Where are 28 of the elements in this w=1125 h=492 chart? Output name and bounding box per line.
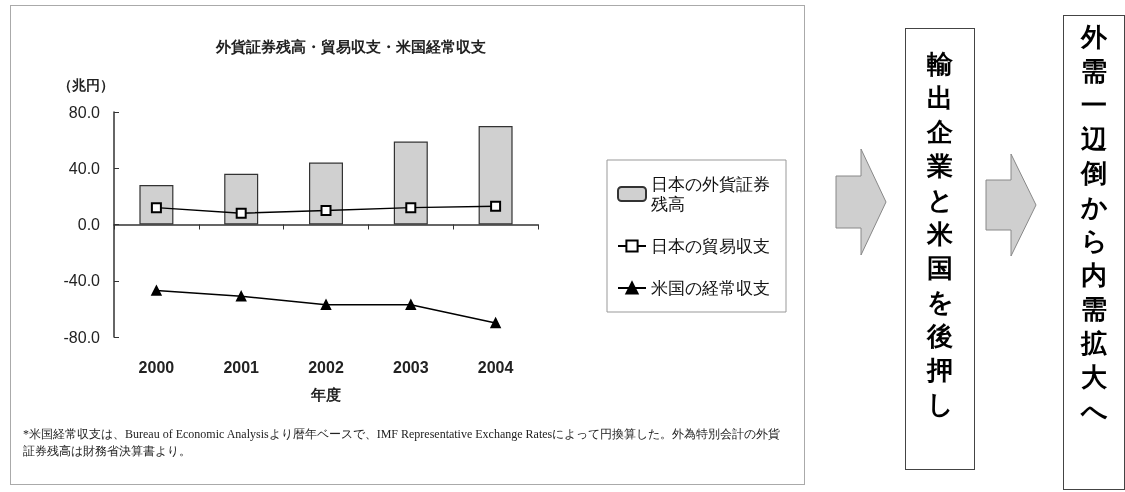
legend-label: 日本の外貨証券残高 [651,174,770,214]
point [490,200,502,212]
x-tick-label: 2004 [477,358,514,376]
y-tick-label: 40.0 [68,159,101,177]
text: 外需一辺倒から内需拡大へ [1080,22,1108,426]
x-tick-label: 2000 [138,358,175,376]
text: *米国経常収支は、Bureau of Economic Analysisより暦年ベースで、IMF Representative Exchange Ratesによって円換算した。外為特別会計の外貨証券残高は財務省決算書より。 [23,426,782,460]
legend-label: 米国の経常収支 [651,278,770,298]
point [490,317,501,329]
y-tick-label: -40.0 [63,272,101,290]
y-axis-title: （兆円） [58,77,114,93]
y-tick-label: 80.0 [68,103,101,121]
x-tick-label: 2002 [308,358,344,376]
y-tick-label: 0.0 [77,216,101,233]
point [320,299,332,310]
x-axis-title: 年度 [310,386,341,403]
y-tick-label: -80.0 [63,328,101,346]
x-tick-label: 2003 [393,358,429,376]
x-tick-label: 2001 [223,358,260,376]
point [405,299,417,310]
legend-label: 日本の貿易収支 [651,236,770,256]
point [320,204,332,216]
chart-title: 外貨証券残高・貿易収支・米国経常収支 [215,38,486,56]
point [151,285,162,296]
point [405,202,417,214]
text: 輸出企業と米国を後押し [926,49,954,419]
point [235,207,247,219]
point [235,290,247,302]
